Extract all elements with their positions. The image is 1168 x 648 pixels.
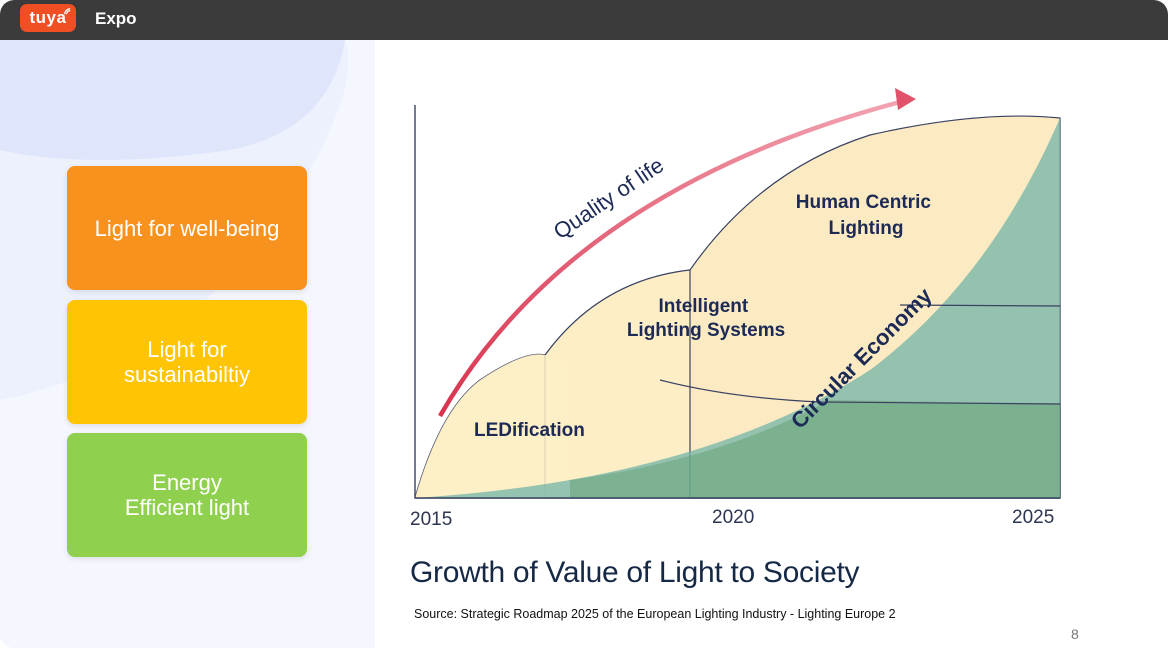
- label-human-centric: Human Centric Lighting: [796, 192, 936, 239]
- value-of-light-chart: Quality of life LEDification Intelligent…: [410, 88, 1061, 530]
- tick-2015: 2015: [410, 509, 452, 530]
- title-bar: tuya Expo: [0, 0, 1168, 40]
- chart-title: Growth of Value of Light to Society: [410, 556, 860, 589]
- left-panel: Light for well-being Light for sustainab…: [0, 40, 375, 648]
- curve-intelligent: [899, 304, 1061, 307]
- app-name: Expo: [95, 9, 137, 28]
- card-sustainability[interactable]: Light for sustainabiltiy: [67, 300, 307, 424]
- source-note: Source: Strategic Roadmap 2025 of the Eu…: [414, 607, 896, 621]
- arrow-head: [895, 88, 916, 110]
- label-intelligent-1: Intelligent Lighting Systems: [627, 296, 785, 341]
- label-intelligent-line1: Intelligent: [658, 296, 748, 317]
- wifi-icon: [64, 8, 71, 15]
- page-number: 8: [1071, 626, 1079, 642]
- logo-text: tuya: [29, 8, 67, 27]
- tick-2020: 2020: [712, 507, 754, 528]
- tuya-logo[interactable]: tuya: [20, 4, 76, 32]
- label-human-centric-line1: Human Centric: [796, 192, 932, 213]
- quality-of-life-arrow: [438, 99, 901, 418]
- label-human-centric-line2: Lighting: [829, 218, 904, 239]
- label-intelligent-line2: Lighting Systems: [627, 320, 785, 341]
- card-well-being[interactable]: Light for well-being: [67, 166, 307, 290]
- tick-2025: 2025: [1012, 507, 1054, 528]
- label-ledification: LEDification: [474, 420, 585, 441]
- area-circular-economy-dark: [570, 400, 1060, 498]
- curve-ledification: [659, 379, 1061, 405]
- area-ledification-front: [415, 354, 570, 498]
- card-energy-efficient[interactable]: Energy Efficient light: [67, 433, 307, 557]
